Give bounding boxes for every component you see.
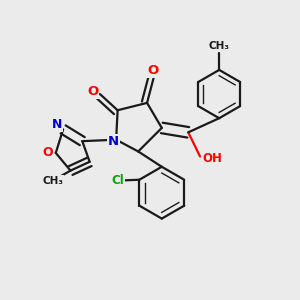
Text: OH: OH	[202, 152, 222, 165]
Text: N: N	[52, 118, 62, 131]
Text: O: O	[87, 85, 98, 98]
Text: O: O	[42, 146, 53, 159]
Text: CH₃: CH₃	[42, 176, 63, 186]
Text: Cl: Cl	[112, 174, 124, 187]
Text: N: N	[108, 135, 119, 148]
Text: O: O	[147, 64, 159, 77]
Text: CH₃: CH₃	[209, 41, 230, 51]
